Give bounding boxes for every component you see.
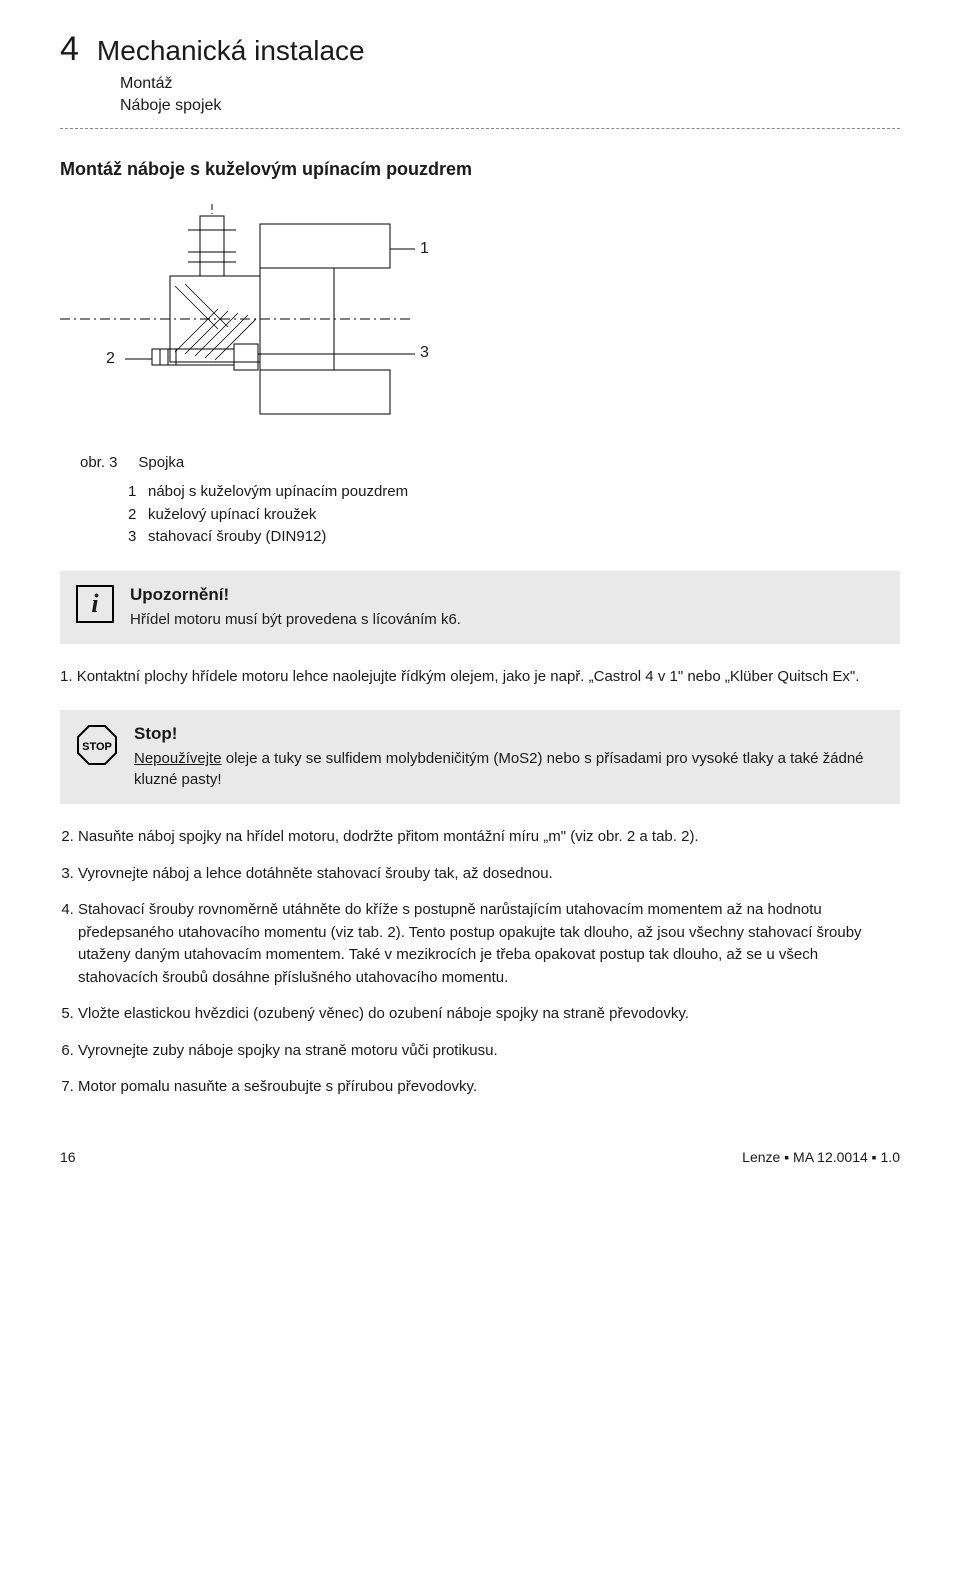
stop-callout: STOP Stop! Nepoužívejte oleje a tuky se … xyxy=(60,710,900,804)
legend-text-3: stahovací šrouby (DIN912) xyxy=(148,528,326,545)
section-title: Montáž náboje s kuželovým upínacím pouzd… xyxy=(60,159,900,180)
step-6: Vyrovnejte zuby náboje spojky na straně … xyxy=(78,1040,900,1063)
svg-text:STOP: STOP xyxy=(82,741,112,753)
step-1: 1. Kontaktní plochy hřídele motoru lehce… xyxy=(60,666,900,689)
diagram-callout-2: 2 xyxy=(106,350,115,368)
step-7: Motor pomalu nasuňte a sešroubujte s pří… xyxy=(78,1076,900,1099)
subheader-1: Montáž xyxy=(120,73,900,95)
legend-text-2: kuželový upínací kroužek xyxy=(148,506,316,523)
legend-num-1: 1 xyxy=(128,481,148,504)
info-title: Upozornění! xyxy=(130,585,461,605)
doc-id: Lenze ▪ MA 12.0014 ▪ 1.0 xyxy=(742,1149,900,1165)
figure-desc: Spojka xyxy=(138,454,184,471)
stop-icon: STOP xyxy=(76,724,118,766)
subheader-2: Náboje spojek xyxy=(120,95,900,117)
diagram-callout-3: 3 xyxy=(420,344,429,362)
stop-rest: oleje a tuky se sulfidem molybdeničitým … xyxy=(134,750,864,788)
diagram-callout-1: 1 xyxy=(420,240,429,258)
page-footer: 16 Lenze ▪ MA 12.0014 ▪ 1.0 xyxy=(60,1149,900,1165)
step-3: Vyrovnejte náboj a lehce dotáhněte staho… xyxy=(78,863,900,886)
step-1-text: Kontaktní plochy hřídele motoru lehce na… xyxy=(77,668,860,685)
figure-legend: 1náboj s kuželovým upínacím pouzdrem 2ku… xyxy=(128,481,900,549)
info-callout: i Upozornění! Hřídel motoru musí být pro… xyxy=(60,571,900,644)
info-icon: i xyxy=(76,585,114,623)
page-number: 16 xyxy=(60,1149,76,1165)
divider xyxy=(60,128,900,129)
step-2: Nasuňte náboj spojky na hřídel motoru, d… xyxy=(78,826,900,849)
legend-num-2: 2 xyxy=(128,504,148,527)
stop-underlined: Nepoužívejte xyxy=(134,750,222,767)
info-text: Hřídel motoru musí být provedena s lícov… xyxy=(130,609,461,630)
steps-list: Nasuňte náboj spojky na hřídel motoru, d… xyxy=(60,826,900,1099)
stop-text: Nepoužívejte oleje a tuky se sulfidem mo… xyxy=(134,748,884,790)
legend-num-3: 3 xyxy=(128,526,148,549)
chapter-title: Mechanická instalace xyxy=(97,35,365,67)
figure-ref: obr. 3 xyxy=(80,454,118,471)
stop-title: Stop! xyxy=(134,724,884,744)
technical-diagram: 1 3 2 xyxy=(60,204,480,434)
chapter-number: 4 xyxy=(60,30,79,69)
step-4: Stahovací šrouby rovnoměrně utáhněte do … xyxy=(78,899,900,989)
coupling-drawing xyxy=(60,204,480,434)
legend-text-1: náboj s kuželovým upínacím pouzdrem xyxy=(148,483,408,500)
step-5: Vložte elastickou hvězdici (ozubený věne… xyxy=(78,1003,900,1026)
